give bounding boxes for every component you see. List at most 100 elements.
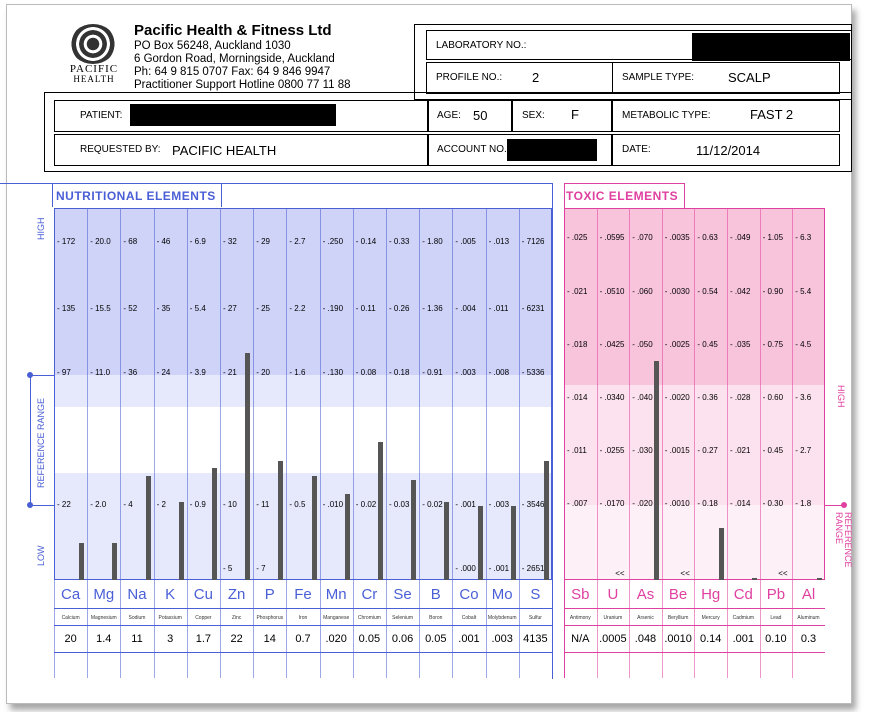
scale-label: - .0170 (599, 499, 625, 508)
element-symbol-k: K (165, 586, 176, 603)
element-name: Arsenic (637, 615, 654, 621)
result-value: 20 (64, 633, 77, 645)
scale-label: - .0015 (664, 446, 690, 455)
column-divider (485, 208, 487, 678)
scale-label: - 0.08 (355, 368, 377, 377)
title-tab (52, 183, 222, 207)
scale-label: - 2.7 (795, 446, 812, 455)
sample-type-label: SAMPLE TYPE: (622, 72, 695, 83)
scale-label: - 0.54 (697, 287, 718, 296)
scale-label: - 0.36 (697, 393, 718, 402)
element-symbol-ca: Ca (61, 586, 81, 603)
scale-label: - 0.75 (762, 340, 784, 349)
element-name: Lead (770, 615, 782, 621)
sex-value: F (571, 107, 579, 122)
values-row-line (54, 652, 552, 653)
column-divider (352, 208, 354, 678)
bar-co (477, 505, 483, 580)
pacific-health-logo-icon (70, 24, 116, 64)
result-value: .001 (458, 633, 480, 645)
scale-label: - .005 (455, 237, 476, 246)
date-label: DATE: (622, 144, 651, 155)
scale-label: - .021 (730, 446, 751, 455)
result-value: 1.4 (96, 633, 112, 645)
scale-label: - 1.6 (289, 368, 306, 377)
requested-by-box (54, 134, 428, 166)
bar-fe (311, 475, 317, 580)
scale-label: - 5.4 (189, 304, 206, 313)
column-divider (54, 208, 55, 678)
bar-na (145, 475, 151, 580)
scale-label: - .008 (488, 368, 510, 377)
result-value: .001 (732, 633, 754, 645)
scale-label: - .190 (322, 304, 344, 313)
element-name: Potassium (158, 615, 182, 621)
scale-label: - 0.18 (697, 499, 718, 508)
element-name: Sulfur (528, 615, 542, 621)
result-value: .003 (491, 633, 513, 645)
redacted-laboratory-no (692, 33, 850, 61)
result-value: 0.10 (765, 633, 787, 645)
scale-label: - 46 (156, 237, 171, 246)
scale-label: - 0.91 (422, 368, 443, 377)
scale-label: - .0030 (664, 287, 690, 296)
scale-label: - .000 (455, 564, 476, 573)
bar-b (444, 501, 450, 580)
scale-label: - 6.9 (189, 237, 206, 246)
element-name: Sodium (128, 615, 146, 621)
result-value: 3 (167, 633, 174, 645)
element-symbol-mg: Mg (93, 586, 115, 603)
element-name: Molybdenum (487, 615, 517, 621)
scale-label: - 0.60 (762, 393, 784, 402)
scale-label: - .011 (567, 446, 587, 455)
scale-label: - 4.5 (795, 340, 812, 349)
scale-label: - 0.5 (289, 500, 306, 509)
band-label-high: HIGH (836, 385, 846, 408)
element-name: Chromium (357, 615, 381, 621)
band-label-reference: REFERENCE RANGE (36, 397, 46, 488)
logo-wordmark: PACIFIC HEALTH (58, 63, 130, 85)
date-box (612, 134, 840, 166)
result-value: 22 (230, 633, 243, 645)
element-symbol-s: S (530, 586, 541, 603)
column-divider (518, 208, 520, 678)
scale-label: - .003 (455, 368, 476, 377)
scale-label: - 1.05 (762, 233, 784, 242)
scale-label: - 0.9 (189, 500, 206, 509)
scale-label: - 5336 (521, 368, 545, 377)
account-no-label: ACCOUNT NO. (437, 144, 507, 155)
account-no-box (428, 134, 612, 166)
below-detection-marker: << (778, 569, 788, 578)
column-divider (220, 208, 221, 678)
scale-label: - 1.36 (422, 304, 443, 313)
chart-title: TOXIC ELEMENTS (566, 189, 679, 203)
element-name: Cobalt (461, 615, 477, 621)
element-symbol-as: As (636, 586, 655, 603)
scale-label: - 11 (256, 500, 270, 509)
logo-word-1: PACIFIC (69, 63, 119, 75)
column-divider (186, 208, 188, 678)
column-divider (596, 208, 598, 678)
scale-label: - 2 (156, 500, 166, 509)
scale-label: - 0.14 (355, 237, 377, 246)
column-divider (792, 208, 794, 678)
scale-label: - 27 (223, 304, 237, 313)
column-divider (759, 208, 761, 678)
element-name: Manganese (323, 615, 350, 621)
scale-label: - .028 (730, 393, 751, 402)
scale-label: - .0340 (599, 393, 625, 402)
scale-label: - .0010 (664, 499, 690, 508)
below-detection-marker: << (680, 569, 690, 578)
column-divider (727, 208, 728, 678)
scale-label: - 29 (256, 237, 270, 246)
scale-label: - .030 (632, 446, 653, 455)
scale-label: - 6231 (521, 304, 545, 313)
column-divider (253, 208, 255, 678)
scale-label: - 24 (156, 368, 171, 377)
scale-label: - 20 (256, 368, 270, 377)
column-divider (661, 208, 663, 678)
reference-line (824, 505, 843, 506)
date-value: 11/12/2014 (696, 143, 761, 158)
band-low (54, 473, 552, 580)
element-symbol-b: B (430, 586, 441, 603)
